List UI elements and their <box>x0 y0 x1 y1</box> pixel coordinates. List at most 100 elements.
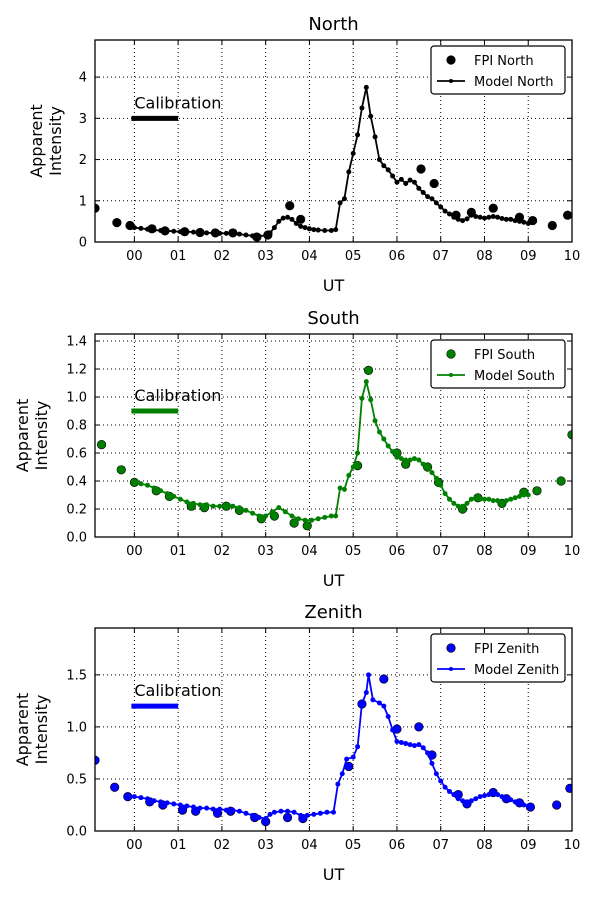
model-point <box>363 379 369 385</box>
data-point <box>416 164 426 174</box>
y-axis-label-line: Intensity <box>32 401 51 471</box>
data-point <box>363 365 374 376</box>
model-point <box>385 167 391 173</box>
x-tick-label: 08 <box>476 544 493 559</box>
model-point <box>446 211 452 217</box>
x-tick-label: 02 <box>214 249 231 264</box>
model-point <box>390 449 396 455</box>
model-point <box>350 150 356 156</box>
model-point <box>210 503 216 509</box>
y-axis-label-line: Intensity <box>32 695 51 765</box>
model-point <box>455 796 461 802</box>
x-axis-label: UT <box>323 276 345 295</box>
model-point <box>477 794 483 800</box>
calibration-label: Calibration <box>134 93 221 112</box>
model-point <box>158 799 164 805</box>
model-point <box>350 464 356 470</box>
model-point <box>508 496 514 502</box>
y-tick-label: 0.0 <box>66 531 87 546</box>
x-tick-label: 00 <box>126 544 143 559</box>
x-tick-label: 04 <box>301 838 318 853</box>
model-point <box>411 179 417 185</box>
model-point <box>411 456 417 462</box>
model-point <box>197 502 203 508</box>
model-point <box>337 485 343 491</box>
model-point <box>464 216 470 222</box>
legend-box <box>430 339 566 389</box>
model-point <box>315 516 321 522</box>
model-point <box>425 750 431 756</box>
model-point <box>151 227 157 233</box>
legend-label: Model North <box>474 75 554 90</box>
model-point <box>359 395 365 401</box>
model-point <box>416 185 422 191</box>
calibration-label: Calibration <box>134 681 221 700</box>
y-tick-label: 0.0 <box>66 825 87 840</box>
model-point <box>311 227 317 233</box>
model-point <box>328 227 334 233</box>
model-point <box>324 809 330 815</box>
model-point <box>346 169 352 175</box>
model-point <box>442 208 448 214</box>
model-point <box>164 491 170 497</box>
chart-north: 00 01 02 03 04 05 06 07 08 09 1001234NorthUTAppare… <box>27 14 580 295</box>
y-tick-label: 0.8 <box>66 419 87 434</box>
model-point <box>363 84 369 90</box>
model-point <box>210 230 216 236</box>
x-tick-label: 05 <box>345 544 362 559</box>
model-point <box>217 806 223 812</box>
model-point <box>298 223 304 229</box>
model-point <box>309 517 315 523</box>
legend-marker <box>449 373 453 377</box>
model-point <box>468 212 474 218</box>
model-point <box>164 228 170 234</box>
y-tick-label: 0.4 <box>66 475 87 490</box>
data-point <box>414 722 424 732</box>
plot-area <box>95 84 572 242</box>
model-point <box>138 481 144 487</box>
model-point <box>464 500 470 506</box>
model-point <box>131 478 137 484</box>
legend-label: FPI North <box>474 54 534 69</box>
model-point <box>276 505 282 511</box>
model-point <box>411 743 417 749</box>
model-point <box>190 229 196 235</box>
model-point <box>451 214 457 220</box>
y-axis-label: ApparentIntensity <box>13 399 51 473</box>
y-tick-label: 0.6 <box>66 447 87 462</box>
x-tick-label: 08 <box>476 838 493 853</box>
model-point <box>407 177 413 183</box>
model-point <box>503 498 509 504</box>
model-point <box>280 215 286 221</box>
y-tick-label: 1.5 <box>66 668 87 683</box>
model-point <box>298 812 304 818</box>
model-point <box>446 788 452 794</box>
model-point <box>256 513 262 519</box>
model-point <box>295 516 301 522</box>
legend: FPI Zenith Model Zenith <box>430 633 566 683</box>
model-point <box>359 105 365 111</box>
model-point <box>521 492 527 498</box>
model-point <box>403 180 409 186</box>
model-point <box>499 216 505 222</box>
data-point <box>556 476 566 486</box>
data-point <box>96 440 107 450</box>
model-point <box>328 513 334 519</box>
y-tick-label: 2 <box>79 153 87 168</box>
ticks <box>95 40 573 243</box>
model-point <box>429 470 435 476</box>
x-tick-label: 03 <box>257 544 274 559</box>
y-tick-label: 4 <box>79 71 87 86</box>
data-point <box>429 178 439 189</box>
model-point <box>385 443 391 449</box>
y-tick-label: 0.5 <box>66 772 87 787</box>
model-point <box>451 792 457 798</box>
plot-area <box>95 672 572 827</box>
model-point <box>525 803 531 809</box>
model-point <box>495 792 501 798</box>
x-tick-label: 00 <box>126 249 143 264</box>
model-point <box>403 741 409 747</box>
model-point <box>271 225 277 231</box>
x-tick-label: 01 <box>170 249 187 264</box>
model-point <box>438 482 444 488</box>
